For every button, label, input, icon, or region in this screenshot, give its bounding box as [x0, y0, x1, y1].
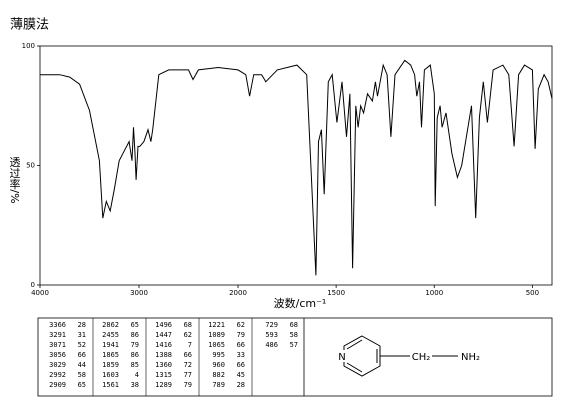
plot-frame: [39, 45, 553, 286]
peak-wavenumber: 2455: [102, 331, 119, 339]
bond: [346, 362, 363, 373]
peak-transmittance: 79: [184, 381, 192, 389]
peak-transmittance: 52: [78, 341, 86, 349]
peak-transmittance: 7: [188, 341, 192, 349]
peak-wavenumber: 1065: [208, 341, 225, 349]
peak-wavenumber: 3071: [49, 341, 66, 349]
peak-transmittance: 65: [131, 321, 139, 329]
peak-wavenumber: 960: [212, 361, 225, 369]
x-axis-label: 波数/cm⁻¹: [274, 297, 327, 310]
peak-wavenumber: 1941: [102, 341, 119, 349]
peak-wavenumber: 1221: [208, 321, 225, 329]
atom-label: N: [338, 352, 345, 363]
peak-wavenumber: 1416: [155, 341, 172, 349]
y-tick-label: 0: [31, 281, 35, 289]
peak-transmittance: 77: [184, 371, 192, 379]
x-tick-label: 2000: [229, 289, 247, 297]
peak-wavenumber: 1859: [102, 361, 119, 369]
group-label: NH₂: [461, 352, 480, 363]
peak-transmittance: 79: [131, 341, 139, 349]
peak-transmittance: 72: [184, 361, 192, 369]
peak-transmittance: 66: [237, 341, 245, 349]
peak-wavenumber: 3291: [49, 331, 66, 339]
peak-wavenumber: 2992: [49, 371, 66, 379]
structure: [343, 335, 458, 377]
peak-transmittance: 62: [237, 321, 245, 329]
peak-transmittance: 38: [131, 381, 139, 389]
peak-wavenumber: 729: [265, 321, 278, 329]
peak-transmittance: 45: [237, 371, 245, 379]
peak-wavenumber: 1603: [102, 371, 119, 379]
chart-title: 薄膜法: [10, 18, 49, 33]
peak-transmittance: 31: [78, 331, 86, 339]
peak-wavenumber: 2862: [102, 321, 119, 329]
peak-transmittance: 86: [131, 331, 139, 339]
y-axis-label: 透过率/%: [8, 156, 21, 203]
peak-wavenumber: 1447: [155, 331, 172, 339]
x-tick-label: 1500: [327, 289, 345, 297]
peak-wavenumber: 3029: [49, 361, 66, 369]
peak-wavenumber: 1360: [155, 361, 172, 369]
x-tick-label: 1000: [425, 289, 443, 297]
peak-transmittance: 85: [131, 361, 139, 369]
peak-wavenumber: 789: [212, 381, 225, 389]
peak-wavenumber: 486: [265, 341, 278, 349]
peak-transmittance: 28: [78, 321, 86, 329]
peak-transmittance: 79: [237, 331, 245, 339]
bond: [346, 339, 363, 350]
peak-transmittance: 58: [78, 371, 86, 379]
ring: [343, 335, 381, 377]
x-tick-label: 4000: [31, 289, 49, 297]
peak-transmittance: 65: [78, 381, 86, 389]
peak-wavenumber: 1496: [155, 321, 172, 329]
peak-transmittance: 68: [184, 321, 192, 329]
y-tick-label: 100: [22, 42, 35, 50]
peak-transmittance: 44: [78, 361, 86, 369]
peak-wavenumber: 882: [212, 371, 225, 379]
peak-transmittance: 86: [131, 351, 139, 359]
x-tick-label: 500: [526, 289, 539, 297]
peak-wavenumber: 593: [265, 331, 278, 339]
peak-wavenumber: 1561: [102, 381, 119, 389]
label-bg: [337, 350, 347, 362]
x-tick-label: 3000: [130, 289, 148, 297]
peak-transmittance: 66: [237, 361, 245, 369]
peak-transmittance: 33: [237, 351, 245, 359]
peak-wavenumber: 1089: [208, 331, 225, 339]
group-label: CH₂: [412, 352, 431, 363]
peak-transmittance: 58: [290, 331, 298, 339]
peak-transmittance: 66: [184, 351, 192, 359]
peak-transmittance: 57: [290, 341, 298, 349]
peak-wavenumber: 1315: [155, 371, 172, 379]
peak-wavenumber: 2909: [49, 381, 66, 389]
peak-wavenumber: 3366: [49, 321, 66, 329]
peak-wavenumber: 1289: [155, 381, 172, 389]
peak-transmittance: 62: [184, 331, 192, 339]
peak-wavenumber: 995: [212, 351, 225, 359]
peak-transmittance: 66: [78, 351, 86, 359]
peak-wavenumber: 1388: [155, 351, 172, 359]
spectrum-line: [40, 59, 553, 276]
y-tick-label: 50: [26, 162, 35, 170]
table-frame: [37, 317, 553, 397]
peak-transmittance: 28: [237, 381, 245, 389]
peak-transmittance: 4: [135, 371, 139, 379]
peak-transmittance: 68: [290, 321, 298, 329]
peak-wavenumber: 3056: [49, 351, 66, 359]
peak-wavenumber: 1865: [102, 351, 119, 359]
